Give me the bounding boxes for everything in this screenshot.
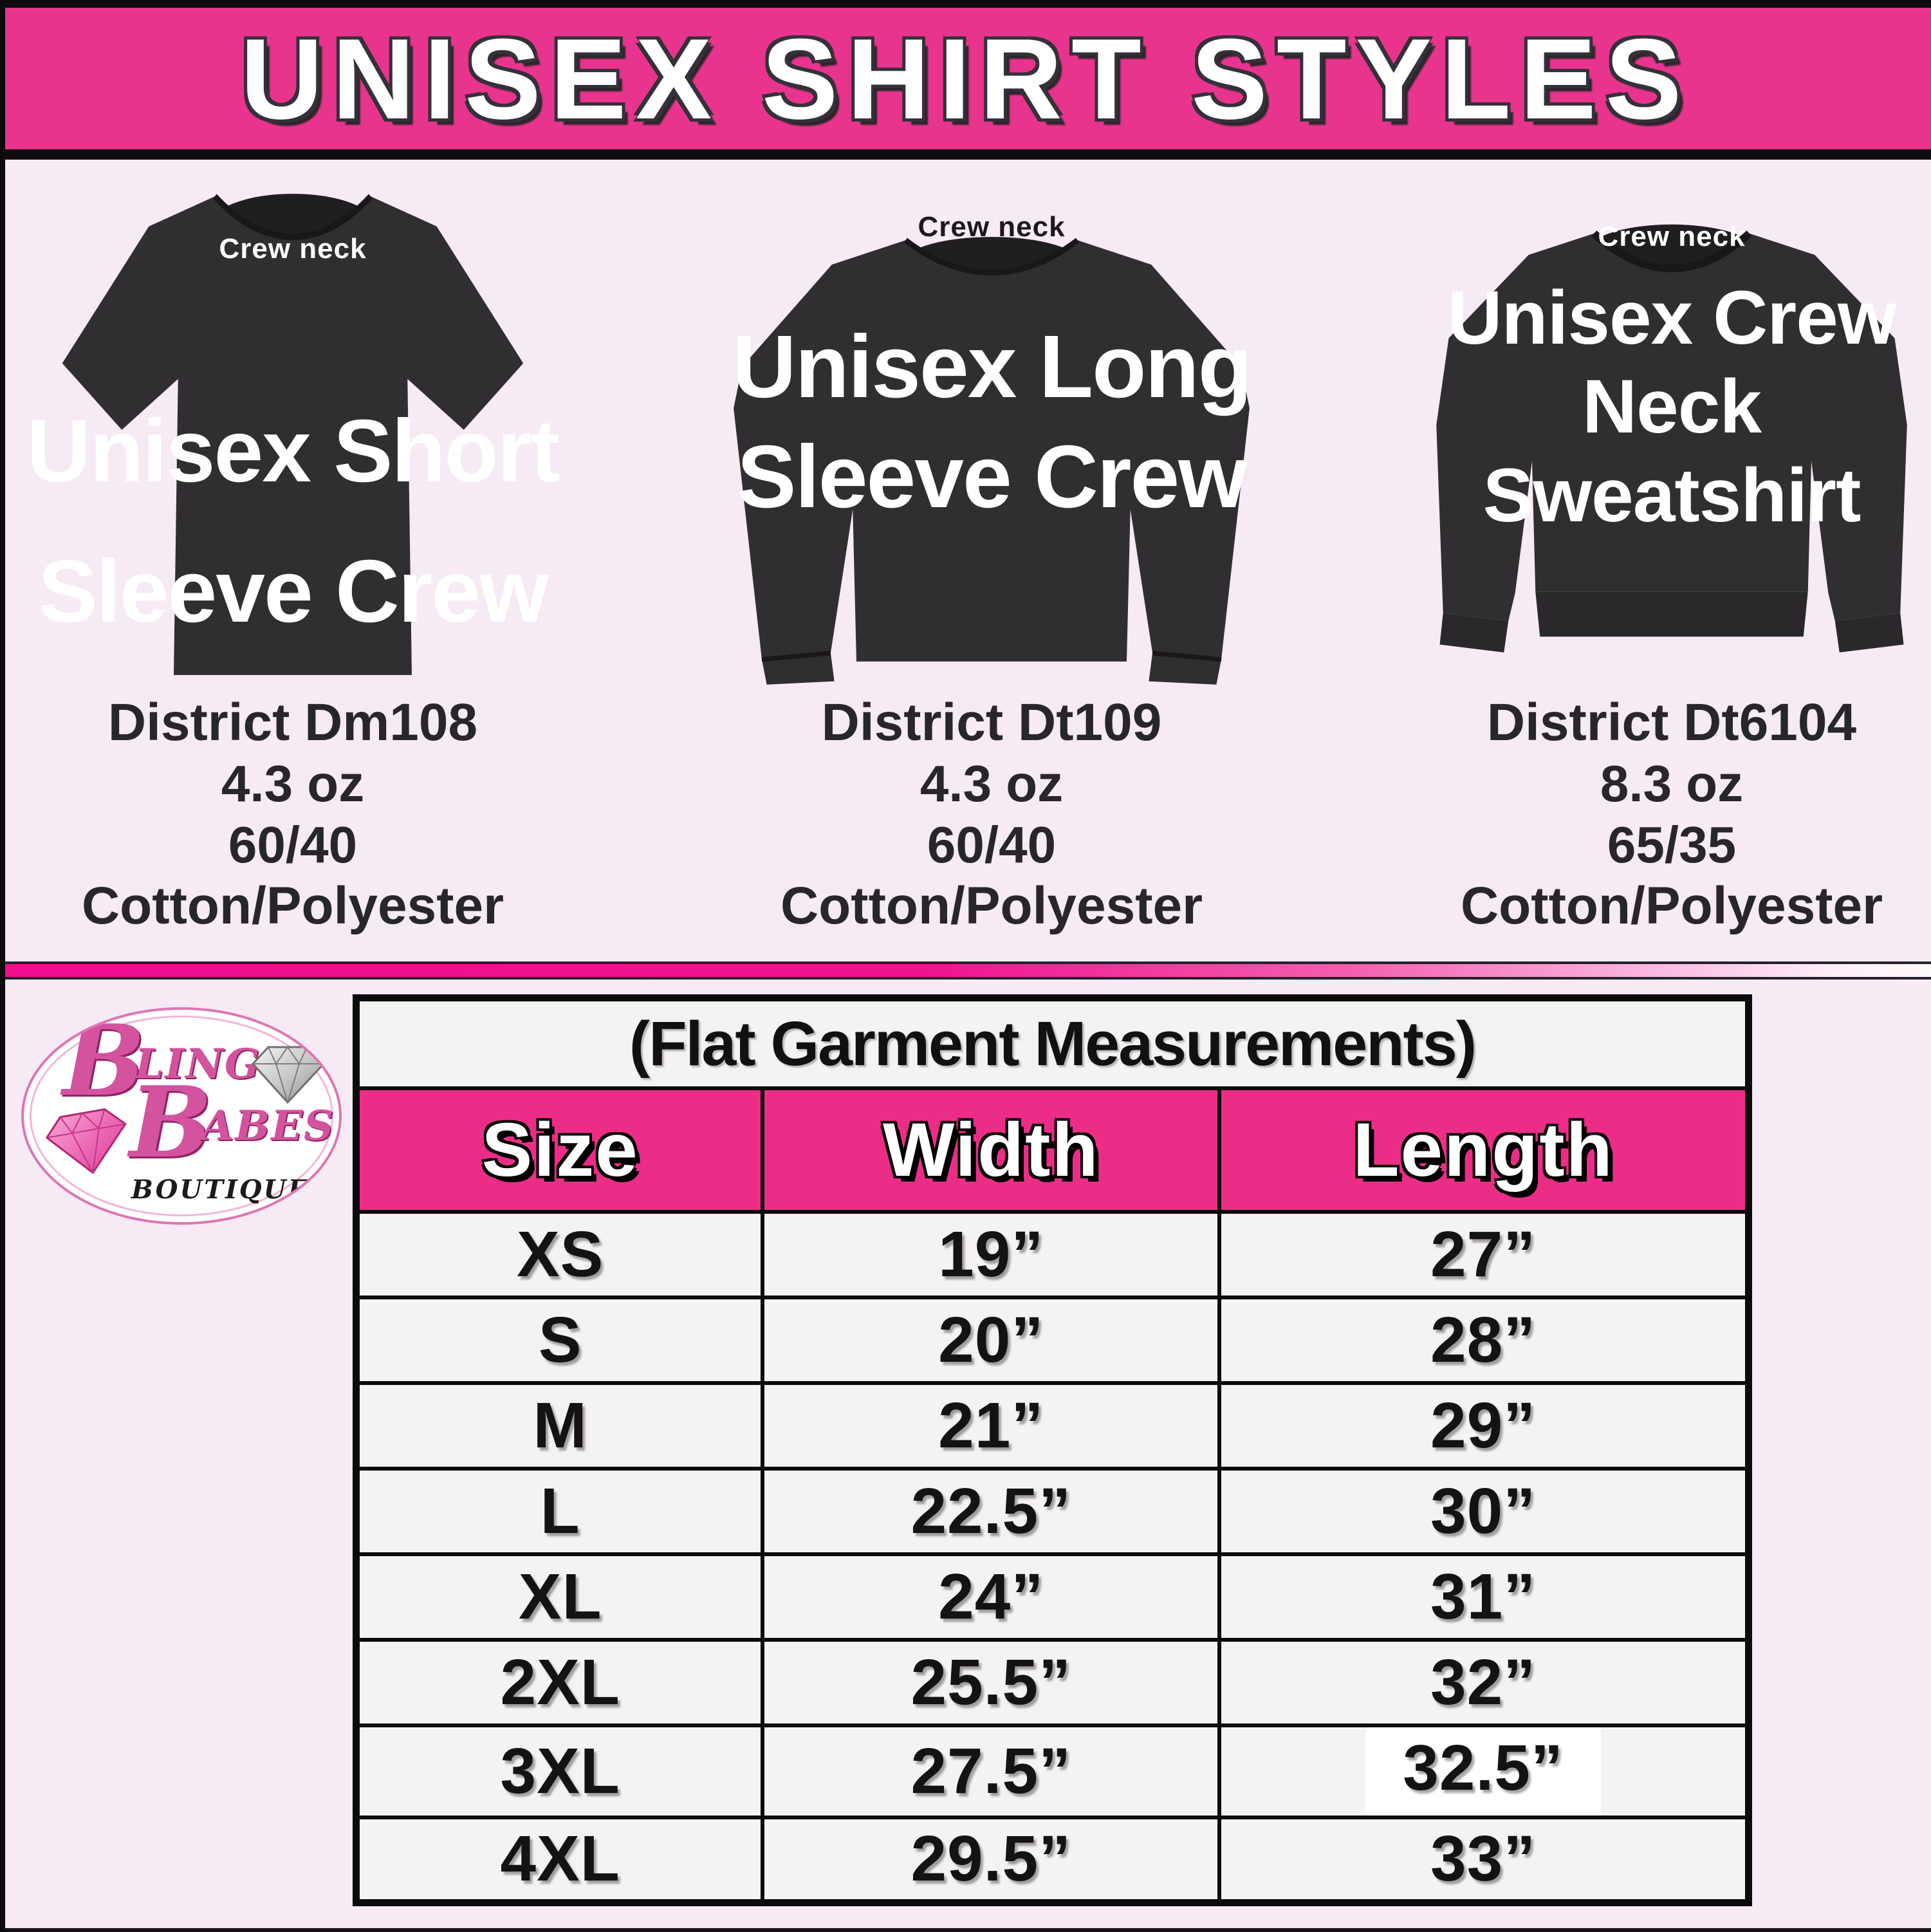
model-number: District Dt6104 xyxy=(1486,693,1857,752)
fabric-material: Cotton/Polyester xyxy=(1460,877,1883,935)
image-bottom-border xyxy=(5,1928,1931,1932)
width-cell: 25.5” xyxy=(761,1637,1222,1727)
table-row: L 22.5” 30” xyxy=(354,1466,1751,1556)
neck-type-label: Crew neck xyxy=(1598,221,1746,252)
size-cell: XL xyxy=(354,1552,765,1642)
length-cell: 28” xyxy=(1217,1295,1751,1385)
size-cell: 3XL xyxy=(354,1723,765,1819)
model-number: District Dm108 xyxy=(107,693,478,752)
shirt-style-line: Sweatshirt xyxy=(1483,453,1862,539)
column-header-width: Width xyxy=(761,1086,1222,1214)
width-cell: 21” xyxy=(761,1380,1222,1471)
patched-value: 32.5” xyxy=(1365,1729,1601,1814)
size-cell: 2XL xyxy=(354,1637,765,1727)
short-sleeve-tee-icon xyxy=(62,194,524,675)
table-row: S 20” 28” xyxy=(354,1295,1751,1385)
width-cell: 20” xyxy=(761,1295,1222,1385)
shirt-style-line: Unisex Short xyxy=(26,402,560,501)
neck-type-label: Crew neck xyxy=(219,233,367,265)
neck-type-label: Crew neck xyxy=(918,211,1066,243)
shirt-specs: District Dm108 4.3 oz 60/40 Cotton/Polye… xyxy=(5,692,621,936)
size-cell: L xyxy=(354,1466,765,1556)
fabric-weight: 4.3 oz xyxy=(221,755,365,812)
size-cell: XS xyxy=(354,1209,765,1299)
model-number: District Dt109 xyxy=(821,693,1162,752)
brand-word-babes: BABES xyxy=(129,1064,335,1180)
shirt-card-sweatshirt: Crew neck Unisex Crew Neck Sweatshirt Di… xyxy=(1395,160,1931,961)
pink-diamond-icon xyxy=(45,1108,127,1175)
width-cell: 29.5” xyxy=(761,1815,1222,1905)
long-sleeve-tee-icon xyxy=(734,237,1250,685)
shirt-style-line: Unisex Crew xyxy=(1447,275,1896,360)
table-row: 3XL 27.5” 32.5” xyxy=(354,1723,1751,1819)
length-cell: 27” xyxy=(1217,1209,1751,1299)
table-row: XL 24” 31” xyxy=(354,1552,1751,1642)
shirt-style-line: Neck xyxy=(1582,364,1762,450)
fabric-weight: 8.3 oz xyxy=(1600,755,1744,812)
size-cell: 4XL xyxy=(354,1815,765,1905)
fabric-material: Cotton/Polyester xyxy=(780,877,1203,935)
crewneck-sweatshirt-icon xyxy=(1436,224,1907,653)
fabric-blend-ratio: 60/40 xyxy=(228,816,358,873)
silver-diamond-icon xyxy=(251,1046,326,1104)
fabric-blend-ratio: 65/35 xyxy=(1607,816,1737,873)
page-title: UNISEX SHIRT STYLES xyxy=(240,14,1691,143)
fabric-weight: 4.3 oz xyxy=(919,755,1064,812)
fabric-material: Cotton/Polyester xyxy=(81,877,504,935)
brand-initial: B xyxy=(62,1007,145,1118)
table-row: 4XL 29.5” 33” xyxy=(354,1815,1751,1905)
table-row: 2XL 25.5” 32” xyxy=(354,1637,1751,1727)
brand-initial: B xyxy=(129,1064,212,1180)
title-banner: UNISEX SHIRT STYLES xyxy=(5,0,1931,160)
shirt-style-line: Sleeve Crew xyxy=(737,427,1247,527)
size-cell: M xyxy=(354,1380,765,1471)
width-cell: 24” xyxy=(761,1552,1222,1642)
gradient-divider xyxy=(5,961,1931,980)
shirt-style-title: Unisex Long Sleeve Crew xyxy=(702,312,1281,532)
length-cell: 32” xyxy=(1217,1637,1751,1727)
shirt-specs: District Dt6104 8.3 oz 65/35 Cotton/Poly… xyxy=(1356,692,1931,936)
length-cell: 29” xyxy=(1217,1380,1751,1471)
brand-word-bling: BLING xyxy=(62,1007,261,1118)
size-chart-section: BLING BABES BOUTIQUE xyxy=(5,980,1931,1932)
table-row: XS 19” 27” xyxy=(354,1209,1751,1299)
size-chart-table: (Flat Garment Measurements) Size Width L… xyxy=(353,994,1752,1906)
shirt-style-line: Sleeve Crew xyxy=(38,542,548,642)
brand-logo: BLING BABES BOUTIQUE xyxy=(21,1007,342,1225)
shirt-style-line: Unisex Long xyxy=(732,317,1252,416)
shirt-card-short-sleeve: Crew neck Unisex Short Sleeve Crew Distr… xyxy=(5,160,582,961)
shirt-style-title: Unisex Short Sleeve Crew xyxy=(5,381,582,662)
brand-word-boutique: BOUTIQUE xyxy=(131,1175,310,1205)
shirt-card-long-sleeve: Crew neck Unisex Long Sleeve Crew Distri… xyxy=(702,160,1281,961)
length-cell: 33” xyxy=(1217,1815,1751,1905)
fabric-blend-ratio: 60/40 xyxy=(927,816,1057,873)
length-cell: 32.5” xyxy=(1217,1723,1751,1819)
width-cell: 27.5” xyxy=(761,1723,1222,1819)
table-header-row: Size Width Length xyxy=(354,1086,1751,1214)
column-header-length: Length xyxy=(1217,1086,1751,1214)
shirt-specs: District Dt109 4.3 oz 60/40 Cotton/Polye… xyxy=(663,692,1320,936)
length-cell: 31” xyxy=(1217,1552,1751,1642)
width-cell: 22.5” xyxy=(761,1466,1222,1556)
size-cell: S xyxy=(354,1295,765,1385)
table-caption: (Flat Garment Measurements) xyxy=(354,996,1751,1090)
table-row: M 21” 29” xyxy=(354,1380,1751,1471)
width-cell: 19” xyxy=(761,1209,1222,1299)
shirt-styles-section: Crew neck Unisex Short Sleeve Crew Distr… xyxy=(5,160,1931,961)
shirt-style-title: Unisex Crew Neck Sweatshirt xyxy=(1395,274,1931,540)
column-header-size: Size xyxy=(354,1086,765,1214)
table-caption-row: (Flat Garment Measurements) xyxy=(354,996,1751,1090)
length-cell: 30” xyxy=(1217,1466,1751,1556)
